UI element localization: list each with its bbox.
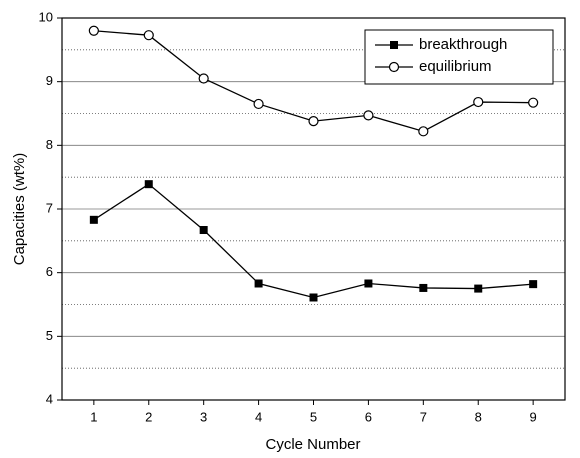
y-tick-label: 5	[46, 328, 53, 343]
y-tick-label: 6	[46, 264, 53, 279]
y-tick-label: 4	[46, 391, 53, 406]
marker	[418, 126, 429, 137]
x-tick-label: 6	[365, 409, 372, 424]
marker	[474, 284, 483, 293]
x-tick-label: 2	[145, 409, 152, 424]
marker	[364, 279, 373, 288]
legend-label: breakthrough	[419, 36, 507, 53]
marker	[254, 279, 263, 288]
y-tick-label: 10	[39, 9, 53, 24]
marker	[144, 180, 153, 189]
marker	[199, 226, 208, 235]
marker	[88, 25, 99, 36]
marker	[419, 283, 428, 292]
plot-frame	[61, 17, 566, 401]
marker	[390, 41, 398, 49]
x-tick-label: 4	[255, 409, 262, 424]
marker	[89, 215, 98, 224]
marker	[529, 280, 538, 289]
x-tick-label: 9	[530, 409, 537, 424]
legend-box	[364, 29, 554, 85]
marker	[363, 110, 374, 121]
y-axis-title: Capacities (wt%)	[11, 153, 28, 266]
x-tick-label: 1	[90, 409, 97, 424]
legend-label: equilibrium	[419, 58, 492, 75]
y-tick-label: 8	[46, 137, 53, 152]
x-axis-title: Cycle Number	[265, 436, 360, 453]
y-tick-label: 7	[46, 200, 53, 215]
marker	[473, 96, 484, 108]
marker	[198, 73, 209, 84]
y-tick-label: 9	[46, 73, 53, 88]
x-tick-label: 3	[200, 409, 207, 424]
marker	[388, 61, 400, 73]
marker	[528, 97, 539, 108]
x-tick-label: 7	[420, 409, 427, 424]
marker	[309, 293, 318, 302]
x-tick-label: 8	[475, 409, 482, 424]
marker	[308, 116, 319, 127]
marker	[143, 30, 154, 41]
marker	[253, 98, 264, 110]
x-tick-label: 5	[310, 409, 317, 424]
